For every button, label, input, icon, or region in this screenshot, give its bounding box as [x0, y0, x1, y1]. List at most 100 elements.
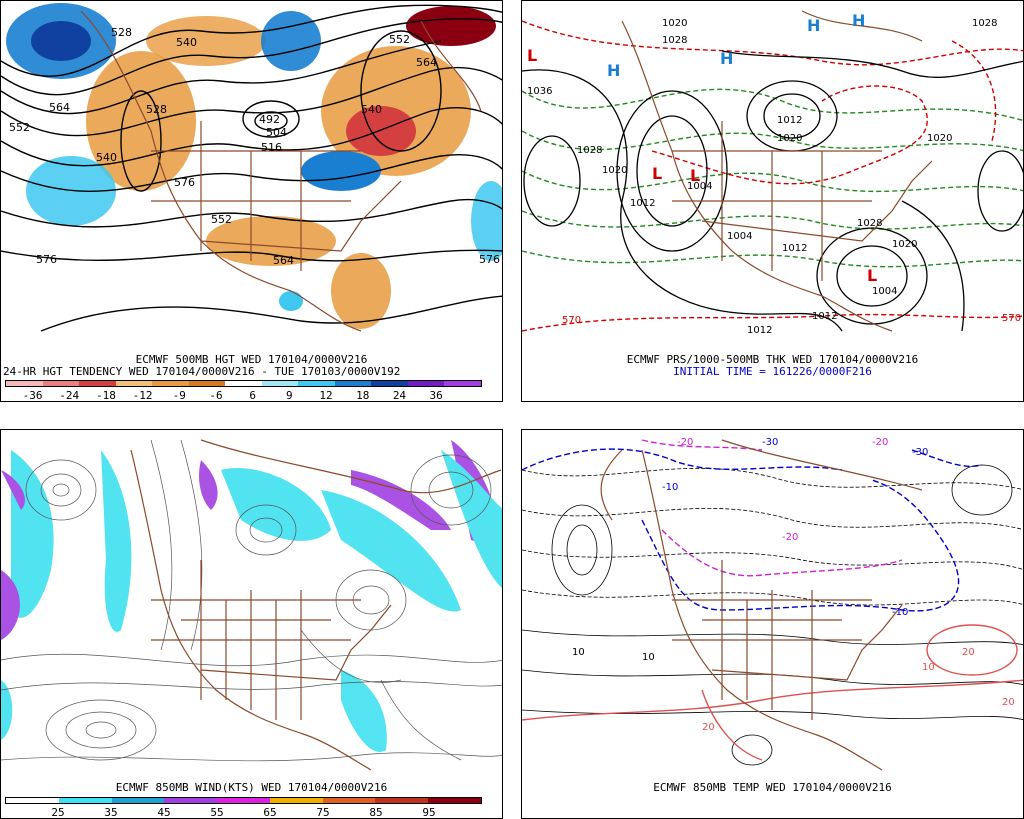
scale-tick-label: 12: [319, 389, 333, 402]
scale-swatch: [188, 381, 226, 386]
isobar-label: 1020: [777, 133, 802, 144]
panel-500mb-height: 528 540 528 516 504 492 540 552 564 564 …: [0, 0, 503, 402]
scale-swatch: [261, 381, 299, 386]
scale-swatch: [217, 798, 270, 803]
scale-swatch: [6, 798, 59, 803]
contour-label: 540: [361, 103, 382, 116]
scale-tick-label: -24: [59, 389, 80, 402]
scale-tick-label: 18: [356, 389, 370, 402]
map-500mb-height: 528 540 528 516 504 492 540 552 564 564 …: [1, 3, 502, 332]
scale-swatch: [371, 381, 408, 386]
chart-caption: ECMWF PRS/1000-500MB THK WED 170104/0000…: [626, 353, 919, 366]
contour-label: 492: [259, 113, 280, 126]
scale-tick-label: 6: [249, 389, 256, 402]
contour-label: 576: [36, 253, 57, 266]
isotherm-label: 10: [572, 647, 585, 658]
scale-tick-label: 25: [51, 806, 65, 819]
isobar-label: 1028: [972, 18, 997, 29]
low-pressure-marker: L: [690, 166, 700, 185]
map-pressure-thickness: H H H H L L L L 1020 1028 1036 1028 1020…: [522, 10, 1023, 336]
scale-swatch: [322, 798, 376, 803]
tendency-orange-blob: [331, 253, 391, 329]
isotherm-label: -20: [872, 437, 888, 448]
isobar-label: 1028: [577, 145, 602, 156]
low-pressure-marker: L: [867, 266, 877, 285]
contour-label: 564: [49, 101, 70, 114]
contour-label: 552: [211, 213, 232, 226]
high-pressure-marker: H: [607, 61, 620, 80]
scale-tick-label: 45: [157, 806, 171, 819]
thickness-label: 570: [562, 315, 581, 326]
high-pressure-marker: H: [852, 11, 865, 30]
isotherm-label: 20: [962, 647, 975, 658]
scale-swatch: [428, 798, 482, 803]
isotherm-label: -10: [892, 607, 908, 618]
contour-label: 528: [146, 103, 167, 116]
contour-label: 504: [266, 126, 287, 139]
scale-swatch: [225, 381, 262, 386]
isobar-label: 1028: [662, 35, 687, 46]
isotherm-label: -20: [782, 532, 798, 543]
scale-tick-label: 9: [286, 389, 293, 402]
isobar-label: 1012: [630, 198, 655, 209]
scale-tick-label: -18: [95, 389, 116, 402]
tendency-orange-blob: [146, 16, 266, 66]
contour-label: 516: [261, 141, 282, 154]
scale-swatch: [152, 381, 189, 386]
wind-speed-scale-labels: 25 35 45 55 65 75 85 95: [5, 806, 482, 819]
panel-850mb-temperature: -20 -30 -10 -10 -20 -30 -20 10 20 20 20 …: [521, 429, 1024, 819]
tendency-orange-blob: [206, 216, 336, 266]
scale-tick-label: 55: [210, 806, 224, 819]
isobar-label: 1020: [927, 133, 952, 144]
scale-tick-label: 95: [422, 806, 436, 819]
isotherm-label: -10: [662, 482, 678, 493]
contour-label: 540: [96, 151, 117, 164]
initial-time-caption: INITIAL TIME = 161226/0000F216: [673, 365, 872, 378]
wind-speed-color-scale: [5, 797, 482, 804]
tendency-blue-blob: [261, 11, 321, 71]
tendency-color-scale: [5, 380, 482, 387]
contour-label: 552: [9, 121, 30, 134]
chart-caption: ECMWF 500MB HGT WED 170104/0000V216: [135, 353, 368, 366]
tendency-blue-blob: [31, 21, 91, 61]
scale-swatch: [269, 798, 323, 803]
thickness-label: 570: [1002, 313, 1021, 324]
scale-swatch: [6, 381, 43, 386]
map-850mb-temperature: -20 -30 -10 -10 -20 -30 -20 10 20 20 20 …: [522, 437, 1023, 771]
scale-tick-label: -6: [209, 389, 223, 402]
contour-label: 576: [174, 176, 195, 189]
isotherm-label: 20: [1002, 697, 1015, 708]
scale-tick-label: 24: [392, 389, 407, 402]
isobar-label: 1020: [892, 239, 917, 250]
isobar-label: 1012: [747, 325, 772, 336]
isotherm-label: -30: [762, 437, 778, 448]
isobar-label: 1036: [527, 86, 552, 97]
scale-swatch: [42, 381, 80, 386]
tendency-red-blob: [346, 106, 416, 156]
chart-caption-secondary: 24-HR HGT TENDENCY WED 170104/0000V216 -…: [3, 365, 401, 378]
isobar-label: 1020: [662, 18, 687, 29]
isotherm-label: 10: [642, 652, 655, 663]
low-pressure-marker: L: [652, 164, 662, 183]
high-pressure-marker: H: [807, 16, 820, 35]
contour-label: 540: [176, 36, 197, 49]
scale-swatch: [58, 798, 112, 803]
scale-swatch: [164, 798, 218, 803]
chart-caption: ECMWF 850MB WIND(KTS) WED 170104/0000V21…: [115, 781, 388, 794]
tendency-scale-labels: -36 -24 -18 -12 -9 -6 6 9 12 18 24 36: [5, 389, 482, 402]
chart-caption: ECMWF 850MB TEMP WED 170104/0000V216: [653, 781, 892, 794]
panel-pressure-thickness: H H H H L L L L 1020 1028 1036 1028 1020…: [521, 0, 1024, 402]
scale-swatch: [111, 798, 165, 803]
scale-tick-label: -36: [22, 389, 43, 402]
contour-label: 528: [111, 26, 132, 39]
isobar-label: 1012: [812, 311, 837, 322]
high-pressure-marker: H: [720, 49, 733, 68]
isobar-label: 1004: [727, 231, 752, 242]
contour-label: 552: [389, 33, 410, 46]
scale-tick-label: 36: [429, 389, 443, 402]
scale-swatch: [79, 381, 116, 386]
isotherm-label: -30: [912, 447, 928, 458]
isobar-label: 1004: [687, 181, 712, 192]
isobar-label: 1028: [857, 218, 882, 229]
tendency-blue-blob: [301, 151, 381, 191]
